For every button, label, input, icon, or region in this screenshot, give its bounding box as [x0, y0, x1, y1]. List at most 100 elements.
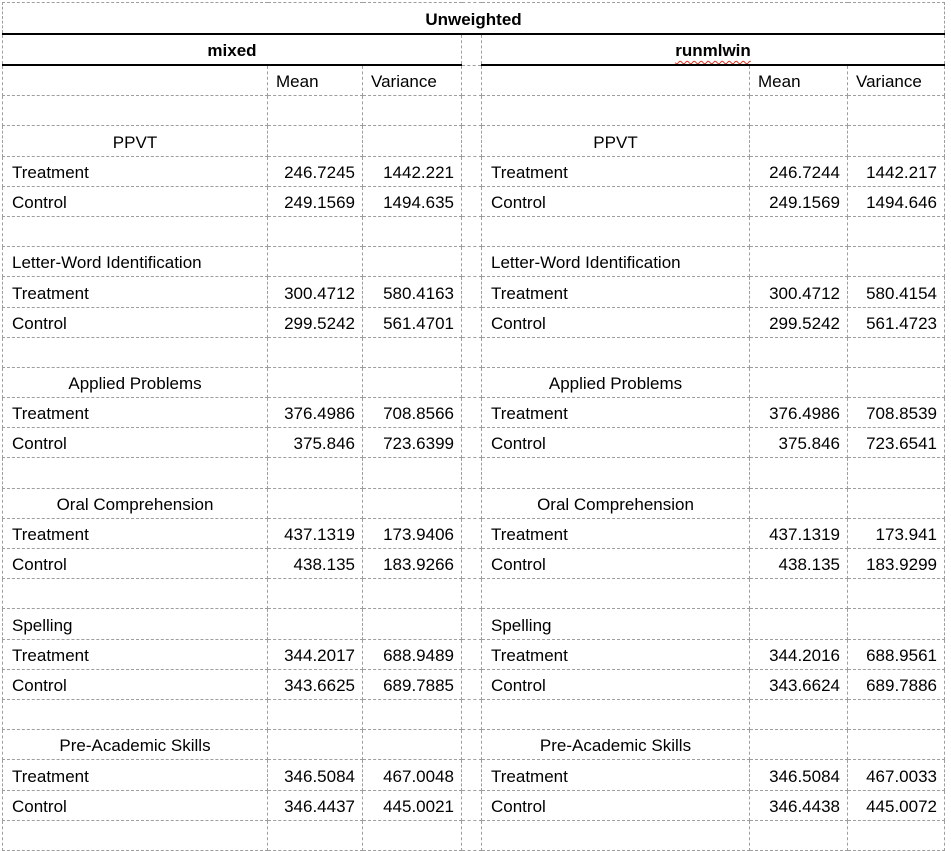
variance-cell: 723.6541: [847, 427, 945, 459]
category-label: PPVT: [481, 125, 750, 157]
empty-cell: [481, 457, 750, 489]
empty-cell: [481, 95, 750, 127]
variance-cell: 183.9299: [847, 547, 945, 580]
spacer-cell: [461, 276, 482, 308]
spacer-cell: [461, 547, 482, 580]
variance-cell: 689.7885: [362, 668, 462, 700]
empty-cell: [749, 95, 848, 127]
empty-cell: [847, 366, 945, 399]
spacer-cell: [461, 95, 482, 127]
spacer-cell: [461, 155, 482, 187]
empty-cell: [267, 457, 363, 489]
mean-column-header: Mean: [749, 64, 848, 97]
empty-cell: [749, 487, 848, 519]
empty-cell: [2, 819, 268, 851]
empty-cell: [267, 487, 363, 519]
empty-cell: [481, 819, 750, 851]
variance-cell: 1494.646: [847, 185, 945, 217]
row-label-control: Control: [2, 185, 268, 217]
empty-cell: [749, 698, 848, 731]
empty-cell: [847, 729, 945, 761]
empty-cell: [749, 819, 848, 851]
variance-cell: 580.4154: [847, 276, 945, 308]
mean-cell: 249.1569: [267, 185, 363, 217]
panel-title-runmlwin: runmlwin: [481, 33, 945, 66]
empty-cell: [362, 608, 462, 640]
empty-cell: [2, 64, 268, 97]
empty-cell: [847, 246, 945, 278]
spacer-cell: [461, 698, 482, 731]
category-label: Applied Problems: [481, 366, 750, 399]
empty-cell: [847, 215, 945, 248]
variance-cell: 173.9406: [362, 517, 462, 550]
variance-cell: 708.8566: [362, 397, 462, 429]
empty-cell: [362, 578, 462, 610]
empty-cell: [267, 336, 363, 368]
category-label: Applied Problems: [2, 366, 268, 399]
row-label-treatment: Treatment: [481, 155, 750, 187]
mean-cell: 438.135: [267, 547, 363, 580]
row-label-control: Control: [2, 547, 268, 580]
spacer-cell: [461, 185, 482, 217]
empty-cell: [362, 125, 462, 157]
variance-cell: 467.0033: [847, 759, 945, 791]
spacer-cell: [461, 306, 482, 338]
empty-cell: [267, 578, 363, 610]
row-label-treatment: Treatment: [481, 517, 750, 550]
empty-cell: [362, 487, 462, 519]
empty-cell: [847, 125, 945, 157]
row-label-treatment: Treatment: [481, 638, 750, 670]
row-label-control: Control: [2, 306, 268, 338]
mean-cell: 300.4712: [267, 276, 363, 308]
spacer-cell: [461, 759, 482, 791]
variance-cell: 723.6399: [362, 427, 462, 459]
variance-column-header: Variance: [847, 64, 945, 97]
variance-cell: 467.0048: [362, 759, 462, 791]
mean-cell: 346.5084: [749, 759, 848, 791]
empty-cell: [847, 819, 945, 851]
row-label-control: Control: [481, 185, 750, 217]
spacer-cell: [461, 427, 482, 459]
variance-cell: 688.9489: [362, 638, 462, 670]
empty-cell: [847, 487, 945, 519]
row-label-control: Control: [481, 668, 750, 700]
empty-cell: [847, 457, 945, 489]
empty-cell: [362, 95, 462, 127]
empty-cell: [362, 819, 462, 851]
mean-cell: 438.135: [749, 547, 848, 580]
empty-cell: [267, 95, 363, 127]
empty-cell: [2, 336, 268, 368]
row-label-control: Control: [2, 789, 268, 821]
mean-cell: 375.846: [267, 427, 363, 459]
mean-cell: 299.5242: [267, 306, 363, 338]
spacer-cell: [461, 125, 482, 157]
empty-cell: [481, 215, 750, 248]
category-label: Pre-Academic Skills: [2, 729, 268, 761]
row-label-control: Control: [481, 789, 750, 821]
spacer-cell: [461, 668, 482, 700]
spacer-cell: [461, 366, 482, 399]
mean-cell: 246.7245: [267, 155, 363, 187]
category-label: Spelling: [481, 608, 750, 640]
spacer-cell: [461, 457, 482, 489]
mean-cell: 344.2016: [749, 638, 848, 670]
empty-cell: [481, 578, 750, 610]
mean-cell: 346.5084: [267, 759, 363, 791]
spacer-cell: [461, 215, 482, 248]
empty-cell: [362, 698, 462, 731]
empty-cell: [481, 698, 750, 731]
variance-cell: 183.9266: [362, 547, 462, 580]
spacer-cell: [461, 608, 482, 640]
mean-cell: 346.4438: [749, 789, 848, 821]
variance-cell: 580.4163: [362, 276, 462, 308]
category-label: Oral Comprehension: [481, 487, 750, 519]
mean-cell: 437.1319: [267, 517, 363, 550]
empty-cell: [481, 64, 750, 97]
row-label-control: Control: [2, 427, 268, 459]
empty-cell: [749, 578, 848, 610]
empty-cell: [267, 246, 363, 278]
variance-cell: 561.4723: [847, 306, 945, 338]
row-label-treatment: Treatment: [2, 517, 268, 550]
row-label-treatment: Treatment: [2, 155, 268, 187]
